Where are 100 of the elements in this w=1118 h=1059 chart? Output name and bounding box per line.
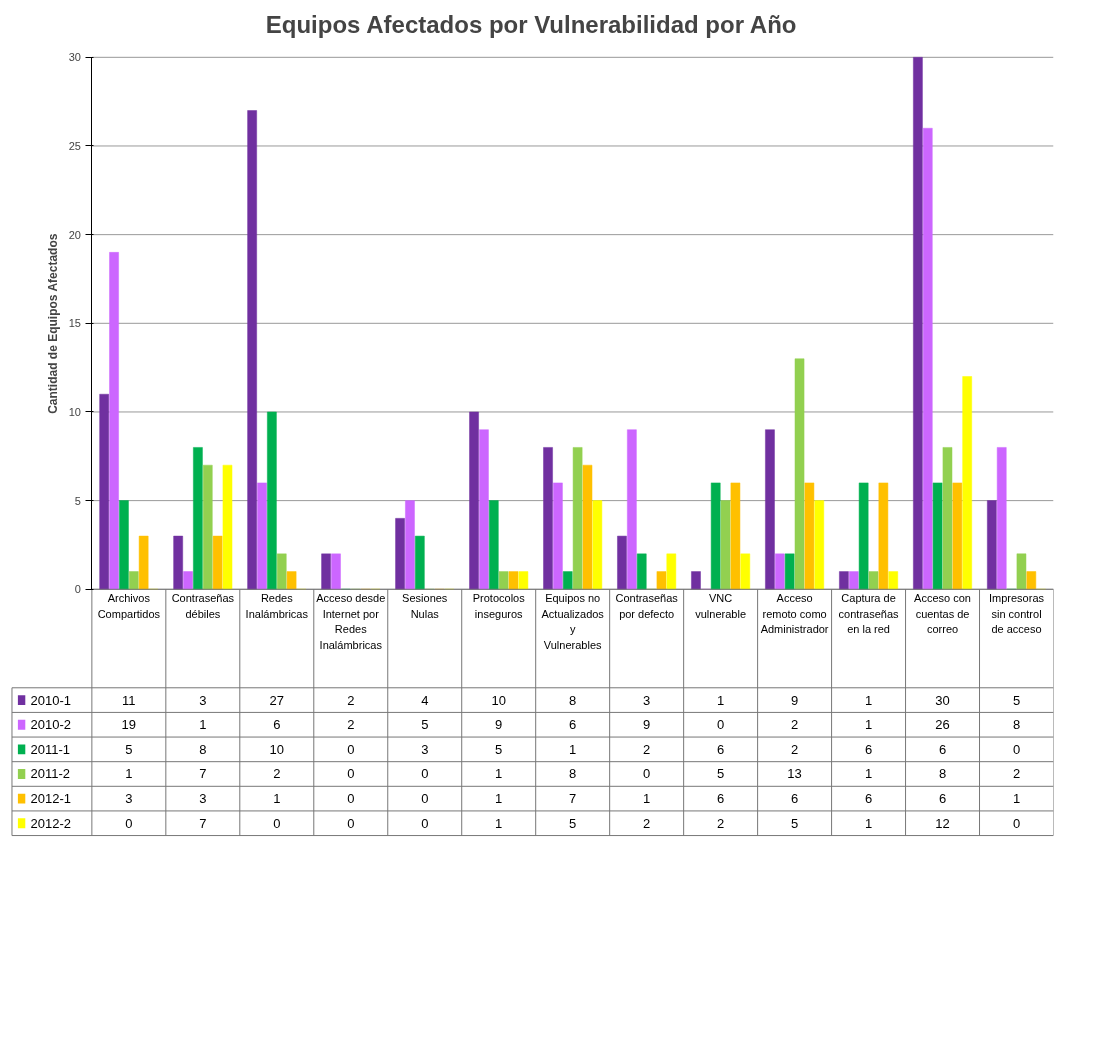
data-label: 5 <box>790 815 799 831</box>
bar <box>987 500 997 590</box>
data-label: 7 <box>199 766 207 782</box>
bar <box>720 500 731 590</box>
data-label: 9 <box>790 692 799 708</box>
bar <box>508 571 519 590</box>
bar <box>553 482 563 590</box>
bar <box>331 553 341 590</box>
data-label: 5 <box>717 766 725 782</box>
data-label: 2 <box>790 717 799 733</box>
data-label: 7 <box>569 791 577 807</box>
bar <box>858 482 869 590</box>
bar <box>321 553 331 590</box>
bar <box>804 482 815 590</box>
data-label: 0 <box>347 815 355 831</box>
y-tick-label: 0 <box>74 583 81 596</box>
bar <box>202 464 213 590</box>
data-label: 1 <box>643 791 651 807</box>
legend-label: 2011-2 <box>30 766 70 782</box>
data-label: 5 <box>495 741 503 757</box>
bar <box>1016 553 1027 590</box>
bar <box>617 535 627 590</box>
bar <box>740 553 751 590</box>
x-tick-label: Sesiones Nulas <box>402 592 448 620</box>
y-tick-label: 20 <box>68 228 81 241</box>
data-label: 6 <box>717 791 725 807</box>
data-label: 26 <box>935 717 950 733</box>
data-label: 8 <box>938 766 947 782</box>
data-label: 9 <box>643 717 651 733</box>
data-label: 6 <box>717 741 725 757</box>
bar <box>498 571 509 590</box>
data-label: 1 <box>864 717 873 733</box>
data-label: 6 <box>864 791 873 807</box>
x-tick-label: Acceso desde Internet por Redes Inalámbricas <box>316 592 386 652</box>
data-label: 0 <box>421 766 429 782</box>
bar <box>932 482 943 590</box>
x-tick-label: Protocolos inseguros <box>472 592 526 620</box>
bar <box>479 429 489 590</box>
data-label: 6 <box>938 741 947 757</box>
data-label: 1 <box>495 791 503 807</box>
data-label: 3 <box>125 791 133 807</box>
data-label: 0 <box>347 766 355 782</box>
bar <box>913 57 923 590</box>
data-label: 5 <box>421 717 429 733</box>
data-label: 1 <box>495 815 503 831</box>
bar <box>666 553 677 590</box>
data-label: 0 <box>421 815 429 831</box>
data-label: 5 <box>569 815 577 831</box>
data-label: 0 <box>421 791 429 807</box>
data-label: 0 <box>273 815 281 831</box>
chart-title: Equipos Afectados por Vulnerabilidad por Año <box>265 10 797 38</box>
y-tick-label: 5 <box>74 494 81 507</box>
legend-label: 2010-1 <box>30 692 71 708</box>
data-label: 11 <box>122 692 136 708</box>
data-label: 2 <box>717 815 725 831</box>
bar <box>1026 571 1037 590</box>
bar <box>562 571 573 590</box>
data-label: 3 <box>199 692 207 708</box>
y-axis-title: Cantidad de Equipos Afectados <box>46 233 61 414</box>
bar <box>627 429 637 590</box>
y-tick-label: 15 <box>68 317 81 330</box>
bar <box>636 553 647 590</box>
data-label: 7 <box>199 815 207 831</box>
x-tick-label: Acceso remoto como Administrador <box>760 592 829 636</box>
x-tick-label: Impresoras sin control de acceso <box>989 592 1045 636</box>
bar <box>222 464 233 590</box>
data-label: 2 <box>347 692 355 708</box>
bar <box>469 411 479 590</box>
data-label: 2 <box>347 717 355 733</box>
data-label: 1 <box>273 791 281 807</box>
bar <box>119 500 129 590</box>
data-label: 0 <box>643 766 651 782</box>
x-tick-label: Contraseñas débiles <box>171 592 235 620</box>
bar <box>691 571 701 590</box>
legend-label: 2010-2 <box>30 717 71 733</box>
bar <box>488 500 499 590</box>
bar <box>212 535 223 590</box>
data-label: 1 <box>864 815 873 831</box>
bar <box>962 376 972 590</box>
data-label: 12 <box>935 815 950 831</box>
bar <box>942 447 953 590</box>
data-label: 5 <box>125 741 133 757</box>
bar <box>109 252 119 590</box>
data-label: 2 <box>790 741 799 757</box>
data-label: 4 <box>421 692 429 708</box>
bar <box>173 535 183 590</box>
bar <box>888 571 899 590</box>
bar <box>247 110 257 590</box>
data-label: 10 <box>491 692 506 708</box>
data-label: 1 <box>569 741 577 757</box>
data-label: 5 <box>1012 692 1021 708</box>
bar <box>730 482 741 590</box>
data-label: 8 <box>569 766 577 782</box>
x-tick-label: Contraseñas por defecto <box>615 592 679 620</box>
data-label: 2 <box>643 741 651 757</box>
data-label: 0 <box>717 717 725 733</box>
bar <box>848 571 859 590</box>
bar <box>395 518 405 590</box>
bar <box>839 571 849 590</box>
data-label: 1 <box>1012 791 1021 807</box>
